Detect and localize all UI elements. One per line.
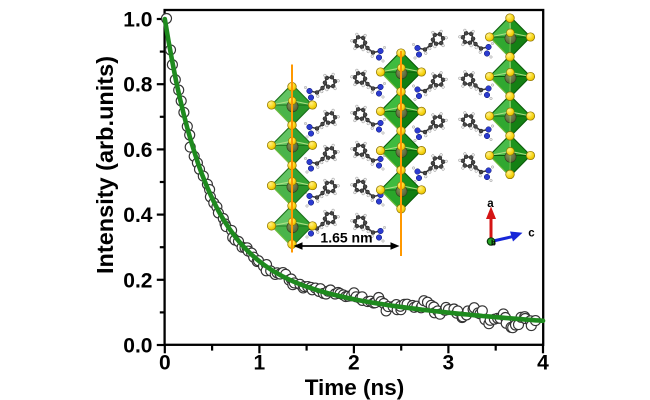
svg-text:2: 2	[348, 352, 360, 375]
svg-text:1.0: 1.0	[123, 9, 152, 32]
svg-text:Time (ns): Time (ns)	[305, 375, 405, 400]
svg-text:0.4: 0.4	[123, 204, 153, 227]
svg-text:a: a	[487, 198, 494, 210]
svg-text:0: 0	[159, 352, 171, 375]
svg-text:b: b	[491, 239, 496, 248]
svg-text:1: 1	[254, 352, 266, 375]
svg-text:4: 4	[537, 352, 549, 375]
svg-text:Intensity (arb.units): Intensity (arb.units)	[92, 56, 118, 274]
svg-text:0.8: 0.8	[123, 74, 153, 97]
svg-text:0.6: 0.6	[123, 139, 152, 162]
svg-text:3: 3	[443, 352, 455, 375]
svg-text:0.2: 0.2	[123, 269, 152, 292]
svg-text:0.0: 0.0	[123, 335, 152, 358]
svg-text:c: c	[528, 228, 535, 240]
svg-text:1.65 nm: 1.65 nm	[320, 230, 372, 246]
